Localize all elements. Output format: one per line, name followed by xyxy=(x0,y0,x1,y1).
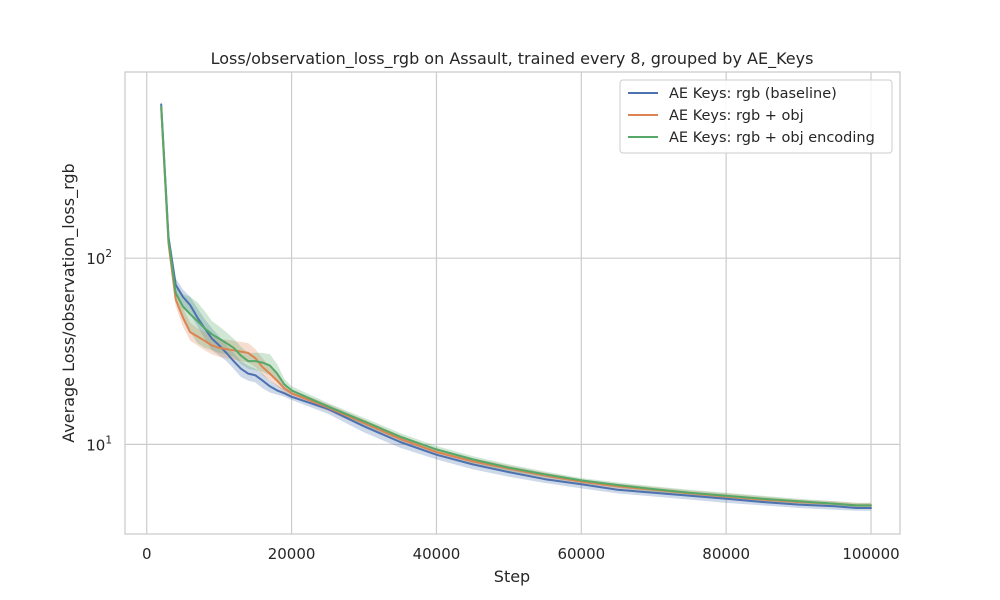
chart-title: Loss/observation_loss_rgb on Assault, tr… xyxy=(211,49,814,69)
series-line xyxy=(160,105,872,507)
x-axis-label: Step xyxy=(494,567,530,586)
legend-frame xyxy=(619,79,893,154)
legend-label: AE Keys: rgb (baseline) xyxy=(669,86,837,102)
x-tick-label: 100000 xyxy=(842,545,899,563)
y-axis-label: Average Loss/observation_loss_rgb xyxy=(59,163,79,442)
legend: AE Keys: rgb (baseline) AE Keys: rgb + o… xyxy=(619,79,893,154)
legend-label: AE Keys: rgb + obj xyxy=(669,108,804,124)
legend-label: AE Keys: rgb + obj encoding xyxy=(669,130,875,146)
legend-item: AE Keys: rgb + obj xyxy=(628,108,804,124)
x-tick-label: 60000 xyxy=(557,545,605,563)
x-tick-label: 80000 xyxy=(702,545,750,563)
x-tick-label: 20000 xyxy=(268,545,316,563)
legend-item: AE Keys: rgb (baseline) xyxy=(628,86,837,102)
legend-item: AE Keys: rgb + obj encoding xyxy=(628,130,875,146)
series-lines xyxy=(160,103,872,509)
plot-frame xyxy=(124,71,901,535)
x-tick-label: 0 xyxy=(142,545,152,563)
x-axis-ticks: 0 20000 40000 60000 80000 100000 xyxy=(142,545,900,563)
x-tick-label: 40000 xyxy=(413,545,461,563)
